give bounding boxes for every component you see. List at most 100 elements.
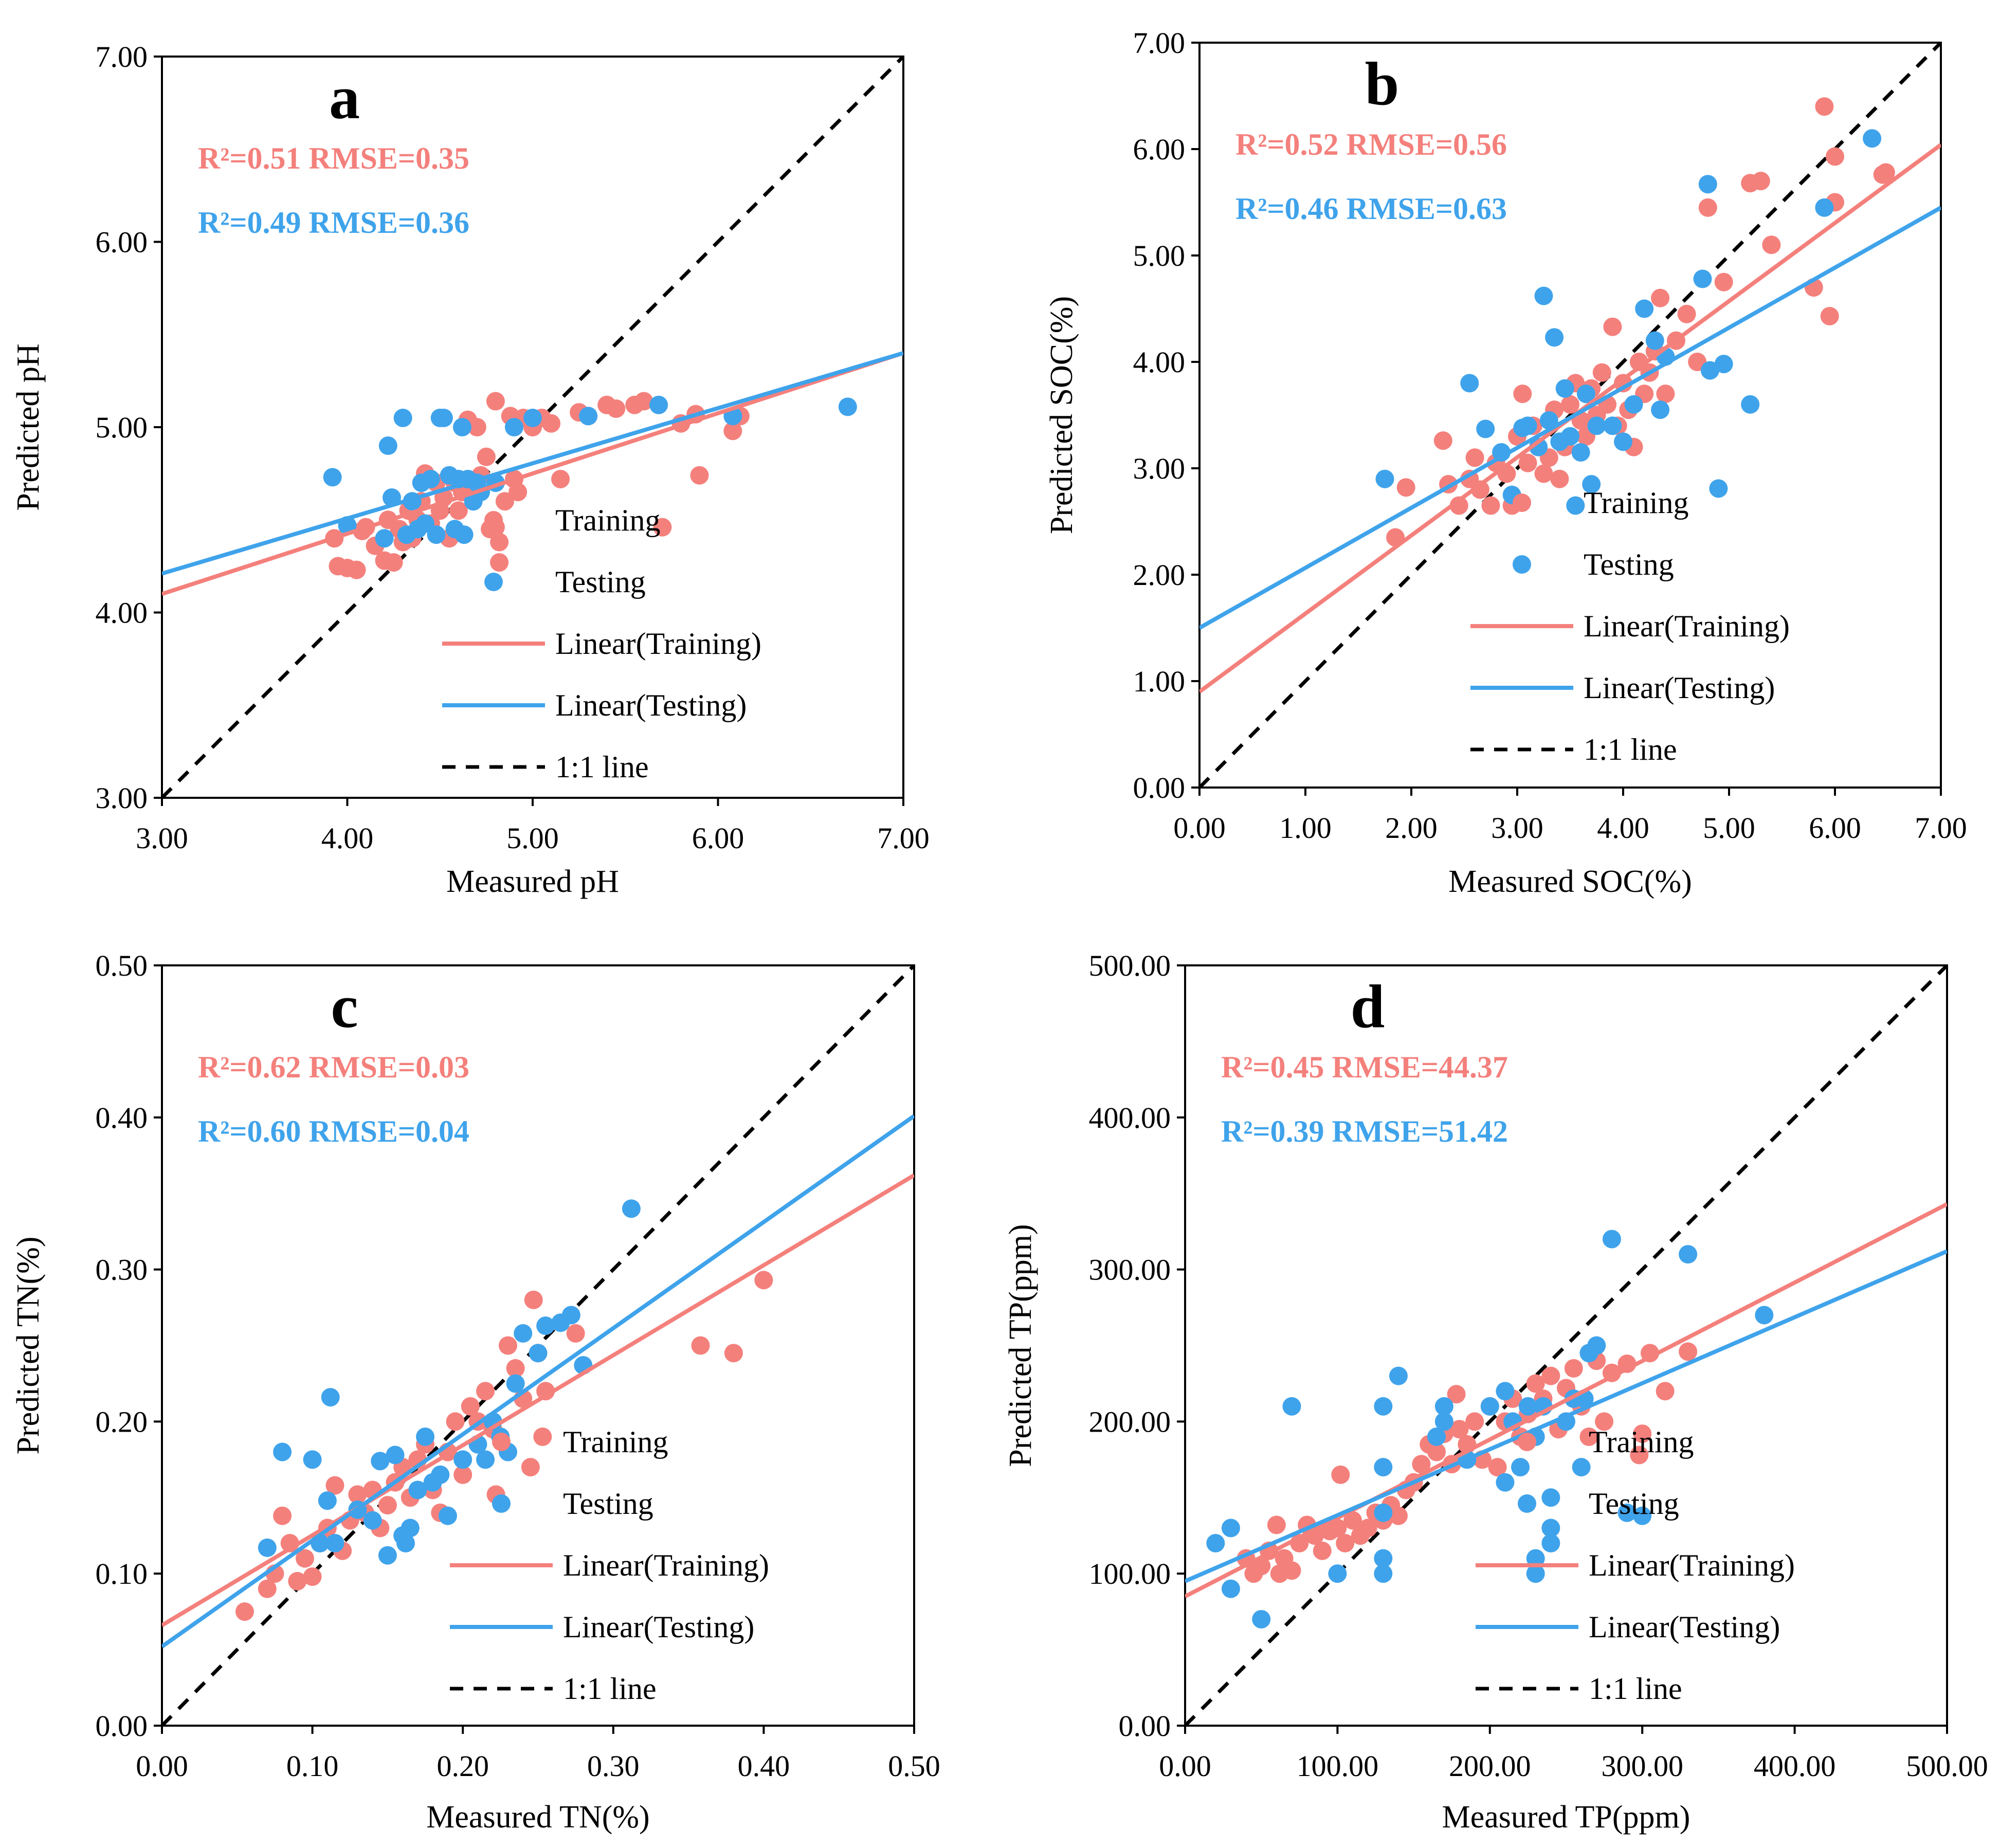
testing-point <box>838 397 857 416</box>
training-point <box>1603 317 1622 336</box>
training-point <box>1447 1385 1466 1404</box>
training-point <box>1389 1506 1408 1525</box>
training-point <box>490 533 509 552</box>
y-axis-label: Predicted SOC(%) <box>1044 296 1079 534</box>
panel-label: d <box>1351 972 1385 1040</box>
testing-point <box>1587 1336 1606 1355</box>
training-point <box>754 1271 773 1290</box>
x-tick-label: 6.00 <box>692 821 744 855</box>
testing-fit-line <box>1185 1249 1947 1583</box>
testing-stats: R²=0.39 RMSE=51.42 <box>1221 1114 1508 1148</box>
legend: Training Testing Linear(Training) Linear(Te… <box>442 503 761 784</box>
training-point <box>607 399 626 418</box>
testing-point <box>1582 475 1601 494</box>
testing-point <box>1693 269 1712 288</box>
training-point <box>1488 1458 1507 1477</box>
one-to-one-line <box>1199 43 1941 788</box>
training-point <box>690 466 709 485</box>
testing-point <box>321 1388 340 1407</box>
training-point <box>348 1485 367 1504</box>
training-legend-marker <box>1513 493 1531 512</box>
testing-point <box>1541 1488 1560 1507</box>
legend: Training Testing Linear(Training) Linear(Te… <box>1470 486 1790 766</box>
training-point <box>347 560 366 579</box>
x-tick-label: 300.00 <box>1601 1749 1683 1783</box>
plot-frame <box>161 964 915 1727</box>
training-point <box>1541 1366 1560 1385</box>
testing-point <box>378 436 397 455</box>
testing-point <box>1755 1306 1774 1325</box>
testing-point <box>1496 1473 1515 1492</box>
legend-label: 1:1 line <box>555 750 649 784</box>
training-point <box>1331 1465 1350 1484</box>
training-fit-line <box>1185 1202 1947 1599</box>
testing-point <box>1624 395 1643 414</box>
x-tick-label: 200.00 <box>1449 1749 1531 1783</box>
panel-label: b <box>1365 49 1399 118</box>
y-tick-label: 0.00 <box>1119 1709 1171 1743</box>
testing-point <box>1534 286 1553 305</box>
x-tick-label: 3.00 <box>136 821 188 855</box>
y-axis-label: Predicted TN(%) <box>11 1236 46 1454</box>
training-point <box>1656 1382 1675 1401</box>
testing-point <box>273 1442 292 1461</box>
testing-point <box>318 1491 337 1510</box>
training-point <box>1564 1359 1583 1378</box>
panel-label: c <box>331 972 358 1040</box>
testing-point <box>416 1427 435 1446</box>
x-tick-label: 4.00 <box>1597 811 1649 845</box>
training-point <box>1630 1446 1649 1465</box>
testing-point <box>1282 1397 1301 1416</box>
testing-point <box>378 1546 397 1565</box>
x-tick-label: 4.00 <box>321 821 374 855</box>
testing-point <box>1863 129 1882 148</box>
training-point <box>449 501 468 520</box>
testing-point <box>1587 416 1606 435</box>
training-point <box>1282 1561 1301 1580</box>
x-tick-label: 7.00 <box>877 821 930 855</box>
training-point <box>691 1336 710 1355</box>
training-point <box>1592 363 1611 382</box>
testing-legend-marker <box>484 573 503 591</box>
testing-point <box>1374 1549 1393 1568</box>
training-stats: R²=0.45 RMSE=44.37 <box>1221 1050 1508 1084</box>
y-tick-label: 7.00 <box>1133 26 1186 60</box>
testing-point <box>453 1450 472 1469</box>
legend-label: Linear(Training) <box>563 1548 769 1582</box>
panel-b: 0.00 1.00 2.00 3.00 4.00 5.00 6.00 7.00 0.00 1.00… <box>1044 26 1967 899</box>
testing-point <box>258 1538 277 1557</box>
testing-point <box>323 468 342 487</box>
training-stats: R²=0.62 RMSE=0.03 <box>198 1050 469 1084</box>
training-point <box>566 1324 585 1343</box>
testing-point <box>1492 443 1511 462</box>
training-point <box>1343 1511 1362 1530</box>
testing-point <box>1518 1397 1537 1416</box>
training-point <box>1595 1412 1614 1431</box>
training-point <box>1579 1427 1598 1446</box>
legend-label: 1:1 line <box>563 1672 657 1706</box>
y-axis-label: Predicted TP(ppm) <box>1003 1224 1038 1467</box>
legend-label: Testing <box>555 565 646 599</box>
training-point <box>1820 306 1839 325</box>
training-point <box>490 553 509 572</box>
testing-point <box>1614 432 1632 451</box>
series-testing <box>258 1199 641 1565</box>
training-point <box>325 1476 344 1495</box>
training-point <box>542 414 561 433</box>
training-point <box>495 492 514 511</box>
x-tick-label: 1.00 <box>1279 811 1332 845</box>
y-tick-label: 0.10 <box>96 1557 148 1590</box>
x-tick-label: 0.20 <box>437 1749 489 1783</box>
training-point <box>1449 496 1468 515</box>
panel-c: 0.00 0.10 0.20 0.30 0.40 0.50 0.00 0.10 0.20 0.30… <box>11 949 940 1835</box>
training-point <box>533 1427 552 1446</box>
testing-point <box>622 1199 641 1218</box>
testing-point <box>1633 1506 1652 1525</box>
x-tick-label: 100.00 <box>1297 1749 1379 1783</box>
testing-point <box>1571 443 1590 462</box>
training-point <box>467 418 486 436</box>
training-point <box>1534 464 1553 483</box>
x-tick-label: 400.00 <box>1754 1749 1836 1783</box>
testing-point <box>1328 1564 1347 1583</box>
